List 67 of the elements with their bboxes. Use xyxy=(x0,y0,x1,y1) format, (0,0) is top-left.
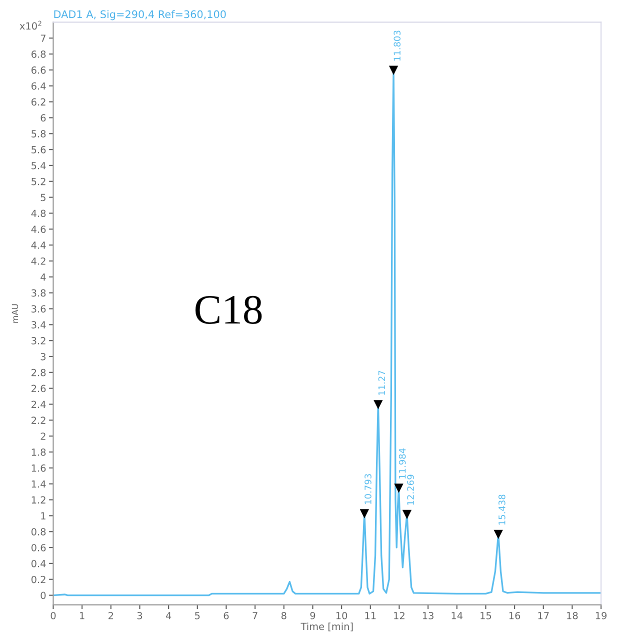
y-tick-label: 2.2 xyxy=(32,416,46,424)
y-tick-label: 3 xyxy=(40,352,46,360)
x-tick-label: 4 xyxy=(166,612,172,620)
x-tick-label: 14 xyxy=(452,612,463,620)
y-tick-label: 0.8 xyxy=(31,528,46,536)
x-tick-label: 6 xyxy=(224,612,229,620)
y-tick-label: 0.2 xyxy=(31,576,46,584)
y-tick-label: 3.8 xyxy=(32,289,46,297)
x-tick-label: 16 xyxy=(509,612,520,620)
y-tick-label: 3.6 xyxy=(32,305,46,313)
annotation: 10.793 xyxy=(364,474,372,504)
y-tick-label: 7 xyxy=(40,34,46,42)
y-tick-label: 4.8 xyxy=(31,210,46,218)
y-tick-label: 1 xyxy=(41,512,46,520)
x-tick-label: 15 xyxy=(480,612,492,620)
y-tick-label: 6.4 xyxy=(32,82,46,90)
y-tick-label: 2.4 xyxy=(32,400,46,408)
y-tick-label: 1.6 xyxy=(32,464,46,472)
y-tick-label: 1.2 xyxy=(32,496,46,504)
y-tick-label: 5 xyxy=(40,194,46,202)
y-tick-label: 4 xyxy=(40,274,46,281)
x-tick-label: 5 xyxy=(195,612,200,620)
y-tick-label: 5.2 xyxy=(32,178,46,186)
x-tick-label: 3 xyxy=(137,612,142,620)
x-tick-label: 2 xyxy=(108,612,114,620)
x-axis-title: Time [min] xyxy=(300,622,353,632)
y-tick-label: 4.4 xyxy=(31,242,46,249)
x-tick-label: 0 xyxy=(50,612,56,620)
x-tick-label: 12 xyxy=(394,612,404,620)
chart-title: DAD1 A, Sig=290,4 Ref=360,100 xyxy=(54,10,226,20)
y-tick-label: 3.2 xyxy=(32,337,46,344)
annotation: 15.438 xyxy=(498,494,506,525)
x-tick-label: 10 xyxy=(336,612,348,620)
x-tick-label: 18 xyxy=(567,612,578,620)
x-tick-label: 1 xyxy=(80,612,84,620)
y-tick-label: 2 xyxy=(40,432,46,440)
x-tick-label: 11 xyxy=(365,612,376,620)
x-tick-label: 9 xyxy=(310,612,316,620)
y-tick-label: 1.8 xyxy=(32,448,46,456)
y-tick-label: 0 xyxy=(40,592,46,600)
x-tick-label: 13 xyxy=(422,612,434,620)
annotation: 11.27 xyxy=(378,370,386,395)
y-tick-label: 6.8 xyxy=(32,50,46,58)
y-axis-title: mAU xyxy=(12,304,18,323)
x-tick-label: 8 xyxy=(281,612,286,620)
y-tick-label: 6.2 xyxy=(32,98,46,106)
y-tick-label: 3.4 xyxy=(32,321,46,328)
text: x10$^{2}$ xyxy=(20,20,42,30)
x-tick-label: 19 xyxy=(596,612,607,620)
y-tick-label: 4.6 xyxy=(31,226,46,233)
y-tick-label: 4.2 xyxy=(31,257,46,265)
y-tick-label: 2.8 xyxy=(32,368,46,376)
y-tick-label: 5.4 xyxy=(32,162,46,170)
annotation: 11.803 xyxy=(394,30,401,61)
y-tick-label: 5.8 xyxy=(32,130,46,138)
y-tick-label: 6.6 xyxy=(32,66,46,74)
y-tick-label: 0.4 xyxy=(31,560,46,568)
y-tick-label: 1.4 xyxy=(32,480,46,488)
annotation: 12.269 xyxy=(407,474,414,505)
y-tick-label: 0.6 xyxy=(31,544,46,552)
y-tick-label: 2.6 xyxy=(32,384,46,392)
x-tick-label: 17 xyxy=(538,612,549,620)
annotation: 11.984 xyxy=(398,448,406,479)
y-tick-label: 5.6 xyxy=(32,146,46,154)
annotation: C18 xyxy=(196,296,262,324)
x-tick-label: 7 xyxy=(252,612,258,620)
y-tick-label: 6 xyxy=(40,114,46,122)
